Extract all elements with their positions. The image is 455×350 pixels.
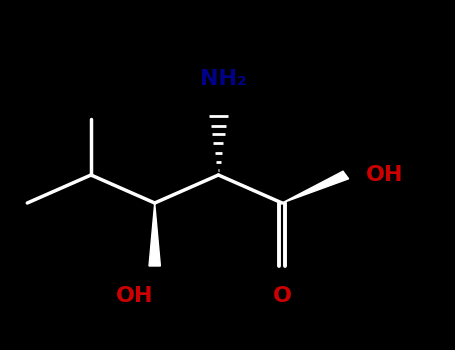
Text: NH₂: NH₂ [200, 69, 246, 89]
Text: O: O [273, 286, 292, 306]
Text: OH: OH [116, 286, 153, 306]
Polygon shape [282, 171, 349, 203]
Polygon shape [149, 203, 161, 266]
Text: OH: OH [366, 165, 403, 185]
